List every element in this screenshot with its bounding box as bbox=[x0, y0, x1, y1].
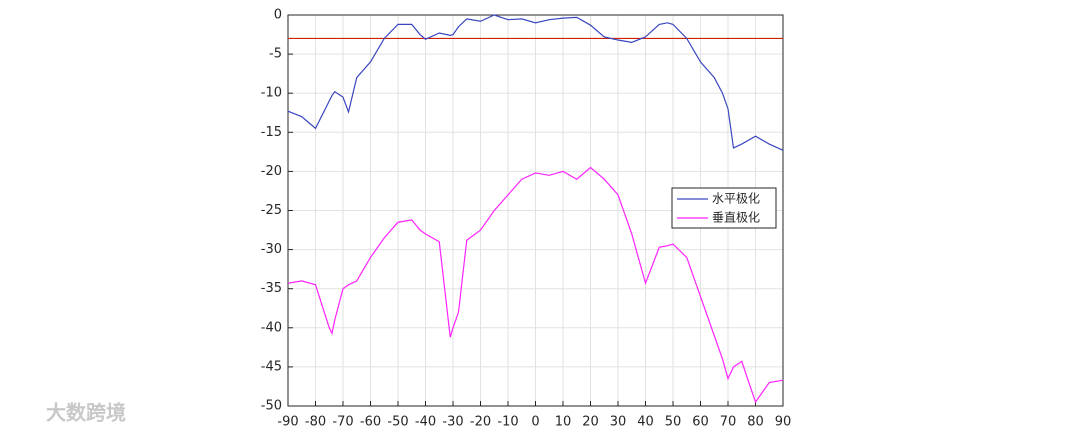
x-tick-label: -10 bbox=[497, 415, 518, 430]
x-tick-label: 10 bbox=[555, 415, 572, 430]
x-tick-label: 60 bbox=[692, 415, 709, 430]
legend-label: 垂直极化 bbox=[712, 211, 760, 225]
series-line bbox=[287, 166, 784, 404]
y-tick-label: -25 bbox=[261, 203, 282, 218]
series-line bbox=[287, 14, 784, 151]
x-tick-label: 70 bbox=[720, 415, 737, 430]
y-tick-label: -45 bbox=[261, 359, 282, 374]
x-tick-label: 80 bbox=[747, 415, 764, 430]
watermark: 大数跨境 bbox=[46, 401, 126, 425]
y-tick-label: -40 bbox=[261, 320, 282, 335]
y-tick-label: -5 bbox=[269, 47, 282, 62]
plot-frame bbox=[287, 14, 784, 407]
x-tick-label: -50 bbox=[387, 415, 408, 430]
x-tick-label: -30 bbox=[442, 415, 463, 430]
x-tick-label: -70 bbox=[332, 415, 353, 430]
y-tick-label: 0 bbox=[274, 8, 282, 23]
x-tick-label: 0 bbox=[531, 415, 539, 430]
y-tick-label: -20 bbox=[261, 164, 282, 179]
x-tick-label: 30 bbox=[610, 415, 627, 430]
x-tick-label: -80 bbox=[305, 415, 326, 430]
legend-box bbox=[671, 187, 777, 229]
y-tick-label: -35 bbox=[261, 281, 282, 296]
x-tick-label: 40 bbox=[637, 415, 654, 430]
x-tick-label: -90 bbox=[277, 415, 298, 430]
x-tick-label: 20 bbox=[582, 415, 599, 430]
x-tick-label: 90 bbox=[775, 415, 792, 430]
x-tick-label: 50 bbox=[665, 415, 682, 430]
y-tick-label: -50 bbox=[261, 399, 282, 414]
legend-label: 水平极化 bbox=[712, 192, 760, 206]
x-tick-label: -60 bbox=[360, 415, 381, 430]
y-tick-label: -15 bbox=[261, 125, 282, 140]
y-tick-label: -30 bbox=[261, 242, 282, 257]
y-tick-label: -10 bbox=[261, 86, 282, 101]
x-tick-label: -20 bbox=[470, 415, 491, 430]
x-tick-label: -40 bbox=[415, 415, 436, 430]
